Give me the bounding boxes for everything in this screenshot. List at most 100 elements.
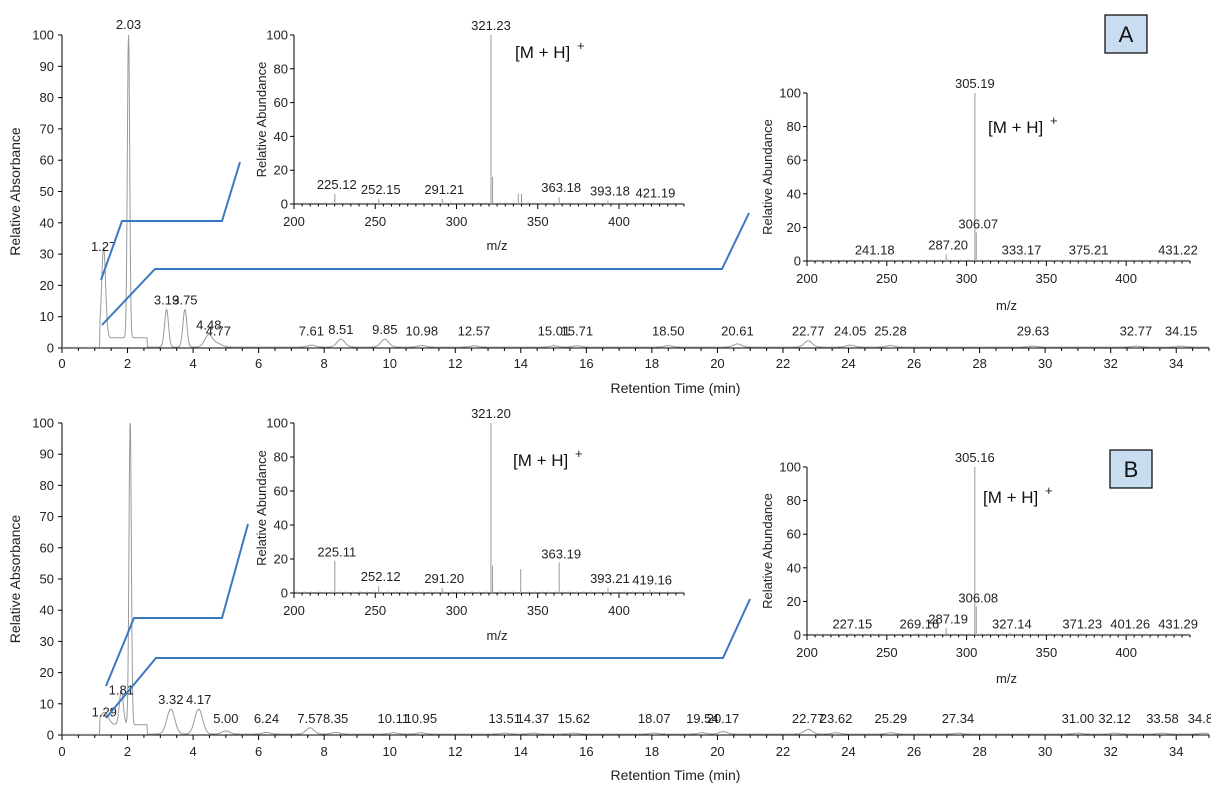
inset-y-tick-label: 20 [274,552,288,567]
peak-label: 12.57 [458,324,491,339]
peak-label: 3.32 [158,692,183,707]
peak-label: 10.95 [405,711,438,726]
chromatogram-trace [62,34,1209,348]
y-tick-label: 80 [40,90,54,105]
spectrum-peak-label: 252.12 [361,569,401,584]
x-tick-label: 6 [255,744,262,759]
inset-y-tick-label: 60 [787,153,801,168]
inset-y-tick-label: 60 [274,484,288,499]
x-axis-title: Retention Time (min) [611,380,741,396]
peak-label: 4.77 [206,324,231,339]
x-tick-label: 2 [124,356,131,371]
panel-label: A [1119,22,1134,47]
inset-y-tick-label: 20 [787,220,801,235]
peak-label: 10.11 [378,711,410,726]
peak-label: 1.29 [92,705,117,720]
spectrum-peak-label: 321.23 [471,18,511,33]
inset-y-tick-label: 80 [274,450,288,465]
peak-label: 23.62 [820,711,853,726]
peak-label: 8.35 [323,711,348,726]
x-tick-label: 10 [382,356,396,371]
y-tick-label: 40 [40,603,54,618]
peak-label: 20.17 [707,711,740,726]
inset-y-tick-label: 0 [794,628,801,643]
spectrum-peak-label: 225.12 [317,177,357,192]
y-tick-label: 50 [40,572,54,587]
x-tick-label: 32 [1103,744,1117,759]
molecular-ion-charge: + [575,446,583,461]
mass-spectrum-inset: 0 20 40 60 80 100 200 250 300 350 400 Relative Abun… [760,76,1198,313]
inset-x-tick-label: 250 [876,271,898,286]
inset-y-axis-title: Relative Abundance [254,62,269,178]
inset-y-tick-label: 80 [274,61,288,76]
x-tick-label: 24 [841,356,855,371]
x-tick-label: 14 [514,356,528,371]
spectrum-peak-label: 371.23 [1062,616,1102,631]
molecular-ion-charge: + [1045,483,1053,498]
x-tick-label: 22 [776,356,790,371]
inset-x-axis-title: m/z [996,671,1017,686]
panel-label-box [1109,449,1153,489]
inset-y-tick-label: 0 [794,254,801,269]
inset-y-tick-label: 0 [281,586,288,601]
peak-label: 15.62 [558,711,591,726]
peak-label: 22.77 [792,711,825,726]
x-tick-label: 26 [907,356,921,371]
inset-y-tick-label: 40 [787,560,801,575]
peak-label: 1.27 [91,239,116,254]
x-tick-label: 8 [321,356,328,371]
spectrum-peak-label: 363.18 [541,180,581,195]
panel-label: B [1124,457,1139,482]
peak-label: 19.54 [686,711,719,726]
x-tick-label: 30 [1038,744,1052,759]
peak-label: 15.71 [561,324,594,339]
y-tick-label: 100 [32,416,54,431]
molecular-ion-charge: + [577,38,585,53]
inset-x-tick-label: 200 [796,271,818,286]
peak-label: 22.77 [792,324,825,339]
inset-x-tick-label: 400 [1115,271,1137,286]
inset-y-tick-label: 0 [281,197,288,212]
x-tick-label: 18 [645,744,659,759]
inset-x-tick-label: 300 [956,645,978,660]
peak-label: 27.34 [942,711,975,726]
spectrum-peak-label: 306.08 [958,590,998,605]
x-tick-label: 26 [907,744,921,759]
peak-label: 6.24 [254,711,279,726]
panel-label-box [1104,14,1148,54]
y-tick-label: 90 [40,59,54,74]
peak-label: 1.81 [109,683,134,698]
spectrum-peak-label: 419.16 [632,573,672,588]
x-tick-label: 0 [58,356,65,371]
spectrum-peak-label: 241.18 [855,242,895,257]
inset-x-tick-label: 350 [527,214,549,229]
peak-label: 33.58 [1146,711,1179,726]
mass-spectrum-inset: 0 20 40 60 80 100 200 250 300 350 400 Relative Abun… [760,450,1198,686]
x-tick-label: 12 [448,356,462,371]
y-tick-label: 20 [40,278,54,293]
x-tick-label: 18 [645,356,659,371]
inset-y-axis-title: Relative Abundance [760,119,775,235]
spectrum-peak-label: 306.07 [958,216,998,231]
y-tick-label: 10 [40,696,54,711]
inset-x-tick-label: 350 [1036,271,1058,286]
inset-connector-line [101,212,750,326]
x-tick-label: 4 [189,356,196,371]
spectrum-peak-label: 333.17 [1002,242,1042,257]
peak-label: 4.17 [186,692,211,707]
y-tick-label: 70 [40,121,54,136]
molecular-ion-annotation: [M + H] [515,43,570,62]
inset-connector-line [105,523,249,687]
inset-y-tick-label: 80 [787,119,801,134]
spectrum-peak-label: 321.20 [471,406,511,421]
x-tick-label: 30 [1038,356,1052,371]
mass-spectrum-inset: 0 20 40 60 80 100 200 250 300 350 400 Relative Abun… [254,18,685,253]
spectrum-peak-label: 431.22 [1158,242,1198,257]
inset-x-tick-label: 400 [608,214,630,229]
peak-label: 32.12 [1098,711,1131,726]
x-tick-label: 4 [189,744,196,759]
molecular-ion-annotation: [M + H] [513,451,568,470]
peak-label: 3.19 [154,292,179,307]
